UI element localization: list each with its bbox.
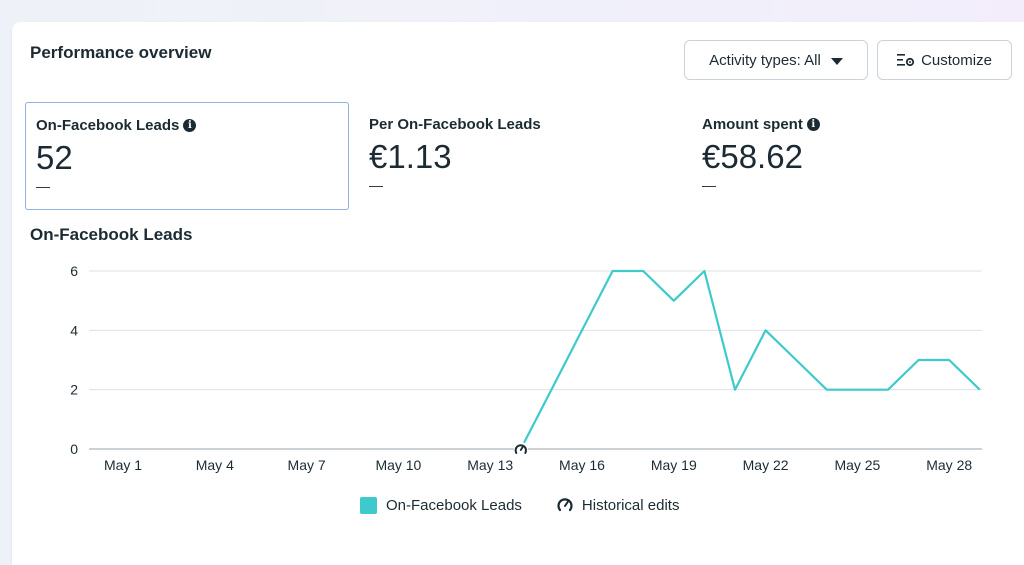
customize-button[interactable]: Customize xyxy=(877,40,1012,80)
metric-label: On-Facebook Leads xyxy=(36,116,180,134)
x-tick-label: May 25 xyxy=(834,457,880,473)
metric-value: €58.62 xyxy=(702,138,803,175)
page-title: Performance overview xyxy=(30,43,212,62)
x-tick-label: May 13 xyxy=(467,457,513,473)
metric-label: Per On-Facebook Leads xyxy=(369,115,541,133)
activity-types-label: Activity types: All xyxy=(709,51,821,69)
metric-delta: — xyxy=(36,178,50,194)
x-tick-label: May 28 xyxy=(926,457,972,473)
legend-label: On-Facebook Leads xyxy=(386,496,522,514)
info-icon[interactable]: i xyxy=(183,118,197,132)
legend-item-leads[interactable]: On-Facebook Leads xyxy=(360,496,522,514)
metric-label: Amount spent xyxy=(702,115,803,133)
x-tick-label: May 10 xyxy=(375,457,421,473)
historical-edit-marker[interactable] xyxy=(513,442,528,456)
metric-card-leads[interactable]: On-Facebook Leads i 52 — xyxy=(25,102,349,210)
x-tick-label: May 4 xyxy=(196,457,234,473)
y-tick-label: 4 xyxy=(70,322,78,338)
y-tick-label: 2 xyxy=(70,382,78,398)
x-tick-label: May 16 xyxy=(559,457,605,473)
y-tick-label: 0 xyxy=(70,441,78,457)
gauge-icon xyxy=(557,498,573,512)
metric-card-cost-per-lead[interactable]: Per On-Facebook Leads €1.13 — xyxy=(359,102,683,210)
activity-types-dropdown[interactable]: Activity types: All xyxy=(684,40,868,80)
performance-overview-card: Performance overview Activity types: All… xyxy=(12,22,1024,565)
customize-settings-icon xyxy=(897,54,915,67)
caret-down-icon xyxy=(830,57,843,65)
legend-swatch xyxy=(360,496,377,514)
leads-line-chart: 0 2 4 6 May 1 May 4 May 7 May 10 May 13 May 16 May… xyxy=(70,263,982,473)
metric-value: 52 xyxy=(36,139,73,176)
metric-value: €1.13 xyxy=(369,138,452,175)
x-tick-label: May 22 xyxy=(743,457,789,473)
customize-label: Customize xyxy=(921,51,992,69)
legend-label: Historical edits xyxy=(581,496,680,514)
chart-legend: On-Facebook Leads Historical edits xyxy=(360,496,679,514)
series-line-leads xyxy=(519,269,981,450)
info-icon[interactable]: i xyxy=(806,117,820,131)
metric-delta: — xyxy=(369,177,383,193)
chart-title: On-Facebook Leads xyxy=(30,225,193,244)
metric-card-amount-spent[interactable]: Amount spent i €58.62 — xyxy=(692,102,1016,210)
x-tick-label: May 1 xyxy=(104,457,142,473)
legend-item-historical-edits[interactable]: Historical edits xyxy=(556,496,680,514)
x-tick-label: May 7 xyxy=(288,457,326,473)
y-tick-label: 6 xyxy=(70,263,78,279)
metric-delta: — xyxy=(702,177,716,193)
x-tick-label: May 19 xyxy=(651,457,697,473)
